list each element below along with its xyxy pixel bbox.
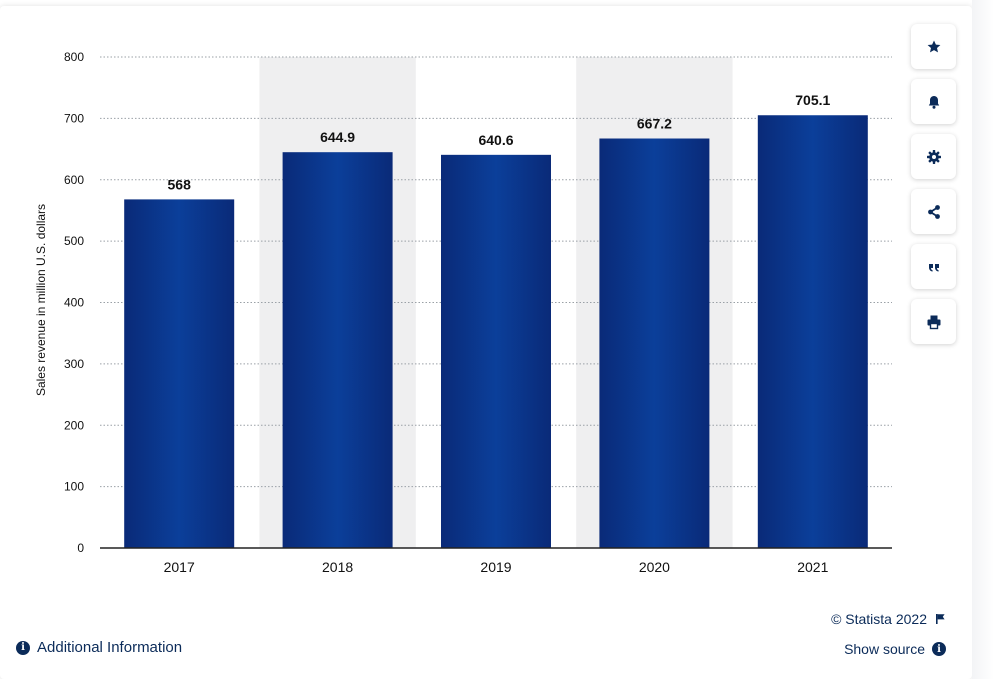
y-tick-label: 500: [64, 234, 84, 248]
bell-icon: [928, 95, 939, 109]
value-label-2018: 644.9: [320, 129, 355, 145]
gear-icon: [926, 149, 941, 164]
copyright-text: © Statista 2022: [831, 611, 927, 627]
y-tick-label: 200: [64, 418, 84, 432]
value-label-2020: 667.2: [637, 116, 672, 132]
page-edge: [972, 0, 994, 679]
bar-2017: [124, 199, 235, 548]
show-source-label: Show source: [844, 641, 925, 657]
print-button[interactable]: [911, 299, 956, 344]
notification-button[interactable]: [911, 79, 956, 124]
bars: [124, 115, 868, 549]
quote-icon: [928, 263, 939, 271]
value-label-2019: 640.6: [478, 132, 513, 148]
share-icon: [927, 204, 940, 219]
info-icon: i: [932, 642, 946, 656]
value-label-2021: 705.1: [795, 92, 830, 108]
y-tick-label: 800: [64, 50, 84, 64]
bar-2020: [599, 138, 710, 549]
print-icon: [927, 315, 940, 329]
additional-information-link[interactable]: i Additional Information: [16, 639, 182, 656]
additional-information-label: Additional Information: [37, 639, 183, 656]
toolbar: [911, 24, 956, 354]
y-axis-ticks: 0 100 200 300 400 500 600 700 800: [64, 50, 84, 555]
x-tick-label-2017: 2017: [164, 559, 195, 575]
show-source-link[interactable]: Show source i: [844, 641, 946, 657]
bar-2021: [757, 115, 868, 548]
favorite-button[interactable]: [911, 24, 956, 69]
y-tick-label: 400: [64, 296, 84, 310]
settings-button[interactable]: [911, 134, 956, 179]
bar-2018: [282, 152, 393, 548]
bar-2019: [441, 154, 551, 548]
x-axis-ticks: 2017 2018 2019 2020 2021: [164, 559, 829, 575]
cite-button[interactable]: [911, 244, 956, 289]
y-tick-label: 600: [64, 173, 84, 187]
flag-icon[interactable]: [935, 613, 946, 625]
x-tick-label-2020: 2020: [639, 559, 670, 575]
share-button[interactable]: [911, 189, 956, 234]
x-tick-label-2018: 2018: [322, 559, 353, 575]
value-label-2017: 568: [168, 176, 192, 192]
x-tick-label-2019: 2019: [480, 559, 511, 575]
x-tick-label-2021: 2021: [797, 559, 828, 575]
y-tick-label: 700: [64, 111, 84, 125]
copyright: © Statista 2022: [831, 611, 946, 627]
y-axis-label: Sales revenue in million U.S. dollars: [34, 203, 48, 397]
value-labels: 568 644.9 640.6 667.2 705.1: [168, 92, 831, 192]
y-tick-label: 0: [77, 541, 84, 555]
info-icon: i: [16, 640, 30, 655]
y-tick-label: 300: [64, 357, 84, 371]
star-icon: [927, 40, 940, 52]
y-tick-label: 100: [64, 480, 84, 494]
